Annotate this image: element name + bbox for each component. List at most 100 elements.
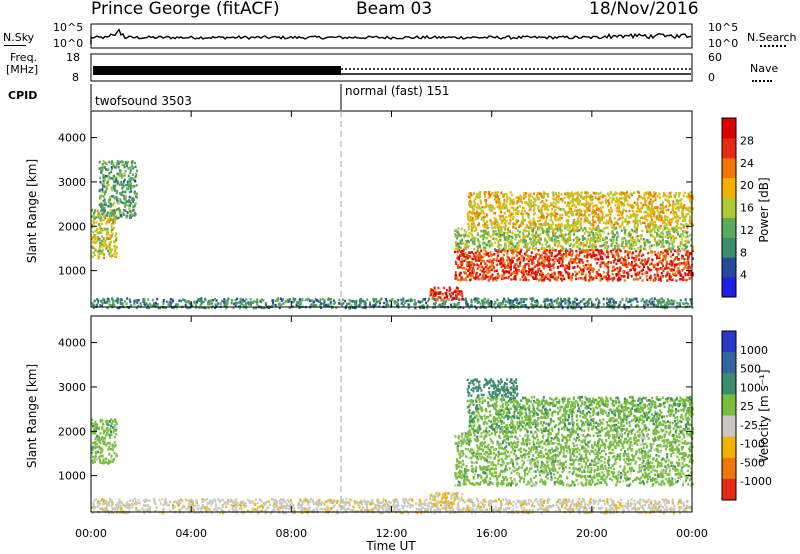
power-cell [490,300,493,303]
power-cell [487,254,490,258]
power-cell [530,222,533,225]
power-cell [580,217,583,221]
power-cell [133,211,136,215]
power-cell [599,279,602,282]
power-cell [607,221,610,225]
power-cell [652,303,655,306]
power-cell [559,264,562,268]
power-cell [682,230,684,233]
power-cell [489,240,492,244]
power-cell [590,194,593,197]
power-cell [571,261,574,265]
power-cell [559,274,562,277]
power-cell [111,195,113,198]
power-cell [636,204,639,208]
power-cell [523,297,526,301]
power-cell [132,200,135,203]
power-cell [121,182,124,186]
power-cell [436,298,439,302]
power-cell [615,244,618,247]
power-cell [669,229,672,232]
power-cell [113,216,116,220]
power-cell [467,239,469,243]
power-cell [433,292,436,295]
power-cell [652,300,655,303]
power-cell [578,215,581,218]
power-cell [617,199,620,202]
power-cell [519,250,522,253]
power-cell [481,300,484,303]
power-cell [489,251,492,254]
power-cell [486,271,489,275]
power-cell [657,212,660,215]
power-cell [623,192,625,195]
power-cell [195,305,198,308]
power-cell [99,241,101,245]
power-cell [560,235,563,238]
power-cell [525,298,528,301]
power-cell [115,176,118,180]
power-cell [617,257,620,260]
power-cell [498,247,501,250]
power-cell [469,219,472,223]
power-cell [525,270,527,273]
power-cell [667,208,670,212]
power-cell [597,228,599,231]
power-cell [668,204,671,208]
power-cell [468,266,471,269]
power-cell [114,234,117,238]
power-cell [465,256,468,259]
power-cell [604,194,607,198]
power-cell [475,276,478,279]
power-cell [629,299,632,303]
power-cell [124,160,127,164]
power-cell [514,226,517,229]
power-cell [664,235,667,239]
power-cell [446,298,449,301]
power-cell [97,301,99,305]
power-cell [615,207,618,210]
power-cell [484,274,487,277]
power-cell [621,212,624,215]
power-cell [451,298,454,301]
power-cell [465,257,467,261]
power-cell [345,305,348,308]
power-cell [483,252,486,256]
power-cell [485,301,488,304]
power-cell [664,267,666,270]
power-cell [685,261,688,264]
power-cell [113,197,116,200]
power-cell [507,264,510,267]
power-cell [478,192,481,196]
power-cell [646,278,649,281]
power-cell [455,262,458,265]
power-cell [596,297,599,300]
power-cell [684,272,687,275]
power-cell [474,276,477,279]
power-cell [551,208,553,211]
power-cell [306,298,309,301]
power-cell [130,216,133,219]
power-cell [666,215,669,219]
power-cell [394,302,397,305]
power-cell [512,222,515,225]
power-cell [682,194,685,198]
power-cell [595,215,598,219]
power-cell [645,300,648,304]
power-cell [426,304,429,307]
power-cell [115,197,118,200]
power-cell [689,222,692,225]
power-cell [319,300,321,304]
power-cell [677,253,680,256]
power-cell [100,207,103,210]
power-cell [592,221,595,224]
power-cell [617,270,620,274]
power-cell [492,237,495,240]
power-cell [672,213,675,216]
power-cell [506,235,509,239]
power-cell [128,195,131,199]
power-cell [661,267,664,270]
power-cell [431,297,434,300]
power-cell [119,192,122,195]
power-cell [482,246,485,249]
